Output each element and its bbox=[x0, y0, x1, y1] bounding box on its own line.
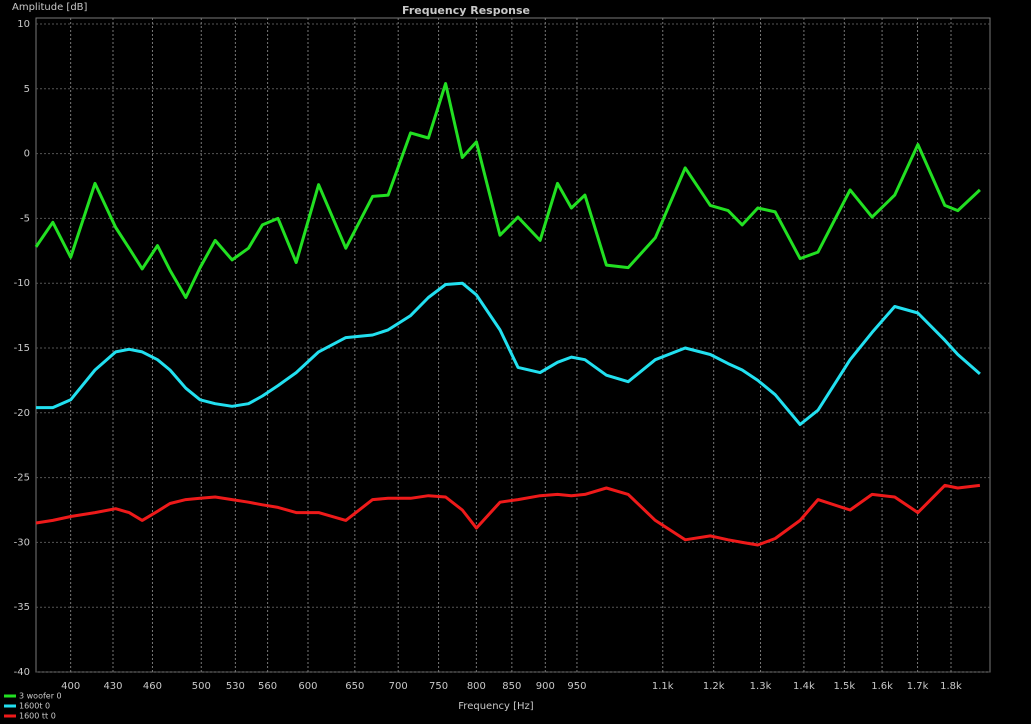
y-tick-label: -15 bbox=[14, 343, 30, 354]
x-tick-label: 800 bbox=[467, 681, 486, 692]
legend-label: 3 woofer 0 bbox=[19, 692, 62, 701]
x-tick-label: 1.5k bbox=[833, 681, 855, 692]
y-axis-label: Amplitude [dB] bbox=[12, 2, 88, 13]
x-tick-label: 500 bbox=[192, 681, 211, 692]
x-tick-label: 1.8k bbox=[940, 681, 962, 692]
y-tick-label: 5 bbox=[24, 84, 30, 95]
series-line bbox=[35, 483, 981, 547]
y-tick-label: -5 bbox=[20, 213, 30, 224]
x-tick-label: 900 bbox=[536, 681, 555, 692]
x-tick-label: 750 bbox=[429, 681, 448, 692]
x-tick-label: 1.7k bbox=[907, 681, 929, 692]
y-tick-label: -25 bbox=[14, 473, 30, 484]
x-tick-label: 650 bbox=[345, 681, 364, 692]
x-tick-label: 560 bbox=[258, 681, 277, 692]
x-tick-label: 700 bbox=[389, 681, 408, 692]
x-tick-label: 430 bbox=[103, 681, 122, 692]
y-tick-label: -10 bbox=[14, 278, 30, 289]
legend-label: 1600t 0 bbox=[19, 702, 50, 711]
x-tick-label: 530 bbox=[226, 681, 245, 692]
x-tick-label: 600 bbox=[298, 681, 317, 692]
y-tick-label: 0 bbox=[24, 149, 30, 160]
x-tick-label: 1.6k bbox=[871, 681, 893, 692]
x-tick-label: 1.2k bbox=[703, 681, 725, 692]
x-tick-label: 1.4k bbox=[793, 681, 815, 692]
series-line bbox=[36, 281, 981, 426]
x-tick-label: 1.3k bbox=[750, 681, 772, 692]
x-tick-label: 950 bbox=[567, 681, 586, 692]
series-line bbox=[34, 82, 981, 299]
x-tick-label: 460 bbox=[143, 681, 162, 692]
y-tick-label: 10 bbox=[17, 19, 30, 30]
y-tick-label: -20 bbox=[14, 408, 30, 419]
x-tick-label: 400 bbox=[61, 681, 80, 692]
x-axis-label: Frequency [Hz] bbox=[458, 701, 534, 712]
y-tick-label: -40 bbox=[14, 667, 30, 678]
x-tick-label: 1.1k bbox=[652, 681, 674, 692]
y-tick-label: -35 bbox=[14, 602, 30, 613]
y-tick-label: -30 bbox=[14, 537, 30, 548]
legend-label: 1600 tt 0 bbox=[19, 712, 56, 721]
chart-title: Frequency Response bbox=[402, 4, 530, 17]
x-tick-label: 850 bbox=[502, 681, 521, 692]
